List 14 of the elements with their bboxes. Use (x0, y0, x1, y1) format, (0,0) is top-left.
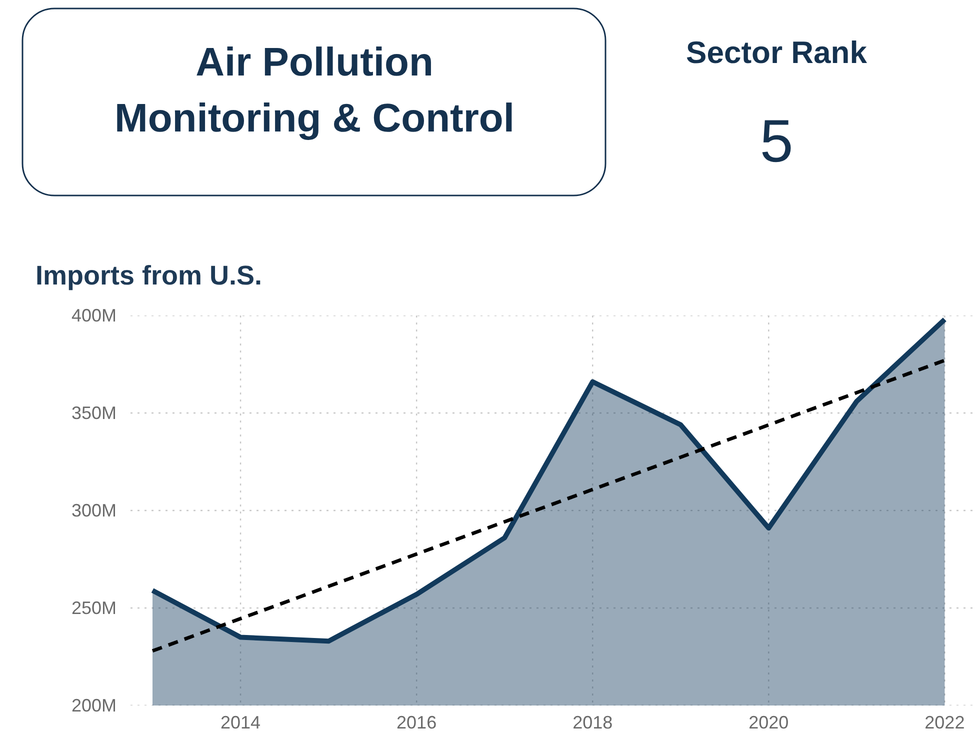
y-tick-label: 350M (71, 403, 117, 423)
y-tick-label: 300M (71, 500, 117, 520)
x-tick-label: 2020 (748, 712, 789, 732)
y-tick-label: 250M (71, 598, 117, 618)
text: Sector Rank (686, 35, 868, 70)
y-tick-label: 400M (71, 306, 117, 326)
text: Air Pollution Monitoring & Control (114, 40, 514, 140)
x-tick-label: 2018 (572, 712, 613, 732)
text: 5 (760, 108, 794, 174)
y-tick-label: 200M (71, 696, 117, 716)
chart-title: Imports from U.S. (36, 260, 262, 290)
x-tick-label: 2022 (924, 712, 965, 732)
x-tick-label: 2014 (220, 712, 261, 732)
x-tick-label: 2016 (396, 712, 437, 732)
